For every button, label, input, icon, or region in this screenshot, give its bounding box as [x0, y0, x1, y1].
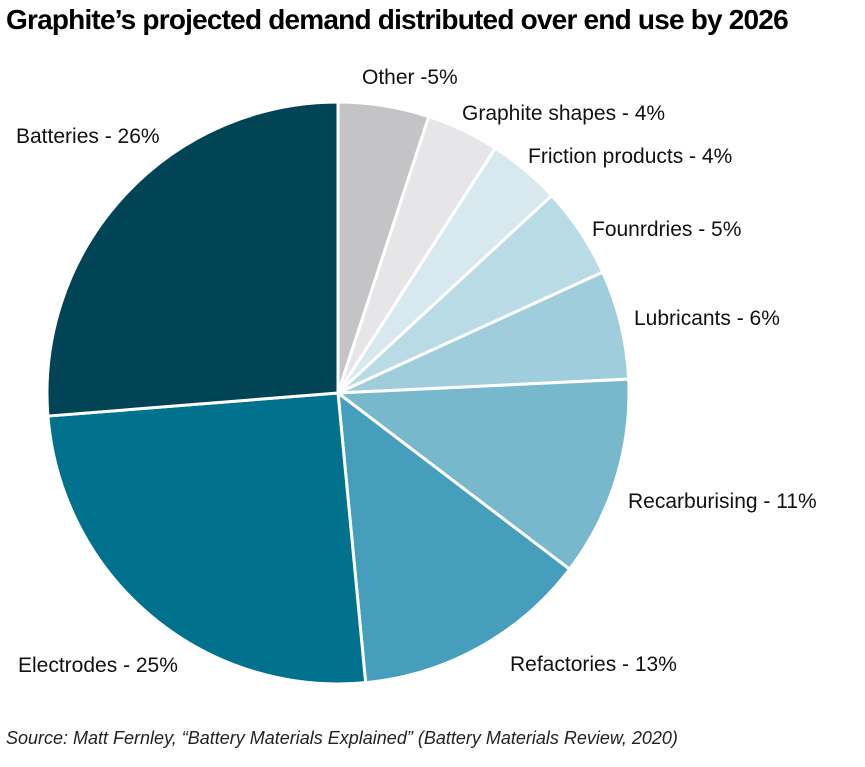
- source-note: Source: Matt Fernley, “Battery Materials…: [6, 728, 678, 748]
- pie-slices: [45, 100, 631, 686]
- slice-label-8: Batteries - 26%: [16, 125, 160, 148]
- slice-label-5: Recarburising - 11%: [628, 490, 817, 513]
- slice-label-3: Founrdries - 5%: [592, 218, 741, 241]
- pie-labels: Other -5%Graphite shapes - 4% Friction pr…: [16, 66, 817, 677]
- pie-slice-6: [336, 391, 572, 685]
- slice-label-2: Friction products - 4%: [528, 145, 732, 168]
- slice-label-7: Electrodes - 25%: [18, 654, 178, 677]
- chart-title: Graphite’s projected demand distributed …: [6, 4, 789, 35]
- slice-label-0: Other -5%: [362, 66, 458, 89]
- slice-label-6: Refactories - 13%: [510, 653, 677, 676]
- slice-label-1: Graphite shapes - 4%: [462, 102, 665, 125]
- pie-slice-5: [336, 377, 631, 571]
- pie-slice-7: [46, 391, 368, 686]
- slice-label-4: Lubricants - 6%: [634, 307, 780, 330]
- pie-slice-8: [45, 100, 340, 418]
